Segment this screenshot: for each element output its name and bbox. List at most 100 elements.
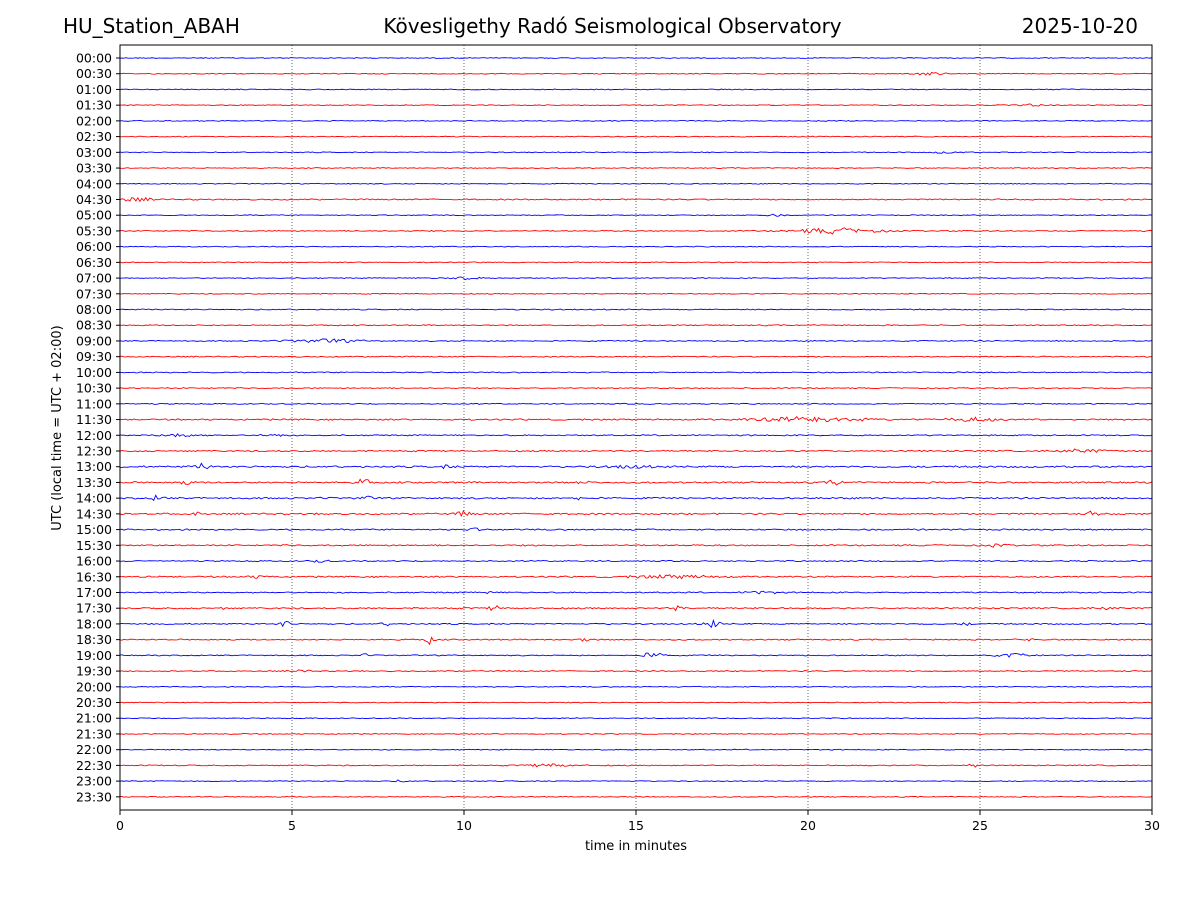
trace-1430 bbox=[119, 510, 1153, 517]
trace-2300 bbox=[119, 779, 1153, 783]
trace-1900 bbox=[119, 652, 1153, 658]
y-tick-label-1630: 16:30 bbox=[76, 569, 112, 584]
trace-1730 bbox=[119, 604, 1153, 612]
y-axis-label: UTC (local time = UTC + 02:00) bbox=[50, 325, 65, 530]
y-tick-label-0300: 03:00 bbox=[76, 145, 112, 160]
y-tick-label-0530: 05:30 bbox=[76, 223, 112, 238]
y-tick-label-0000: 00:00 bbox=[76, 51, 112, 66]
chart-date: 2025-10-20 bbox=[1021, 14, 1138, 38]
x-tick-label-15: 15 bbox=[628, 818, 644, 833]
y-tick-label-1300: 13:00 bbox=[76, 459, 112, 474]
y-tick-label-1930: 19:30 bbox=[76, 664, 112, 679]
y-tick-label-1130: 11:30 bbox=[76, 412, 112, 427]
y-tick-label-0500: 05:00 bbox=[76, 208, 112, 223]
y-tick-label-1700: 17:00 bbox=[76, 585, 112, 600]
x-tick-label-20: 20 bbox=[800, 818, 816, 833]
trace-0130 bbox=[119, 103, 1153, 107]
trace-0200 bbox=[119, 119, 1153, 122]
y-tick-label-1830: 18:30 bbox=[76, 632, 112, 647]
x-tick-label-5: 5 bbox=[288, 818, 296, 833]
y-tick-label-0830: 08:30 bbox=[76, 318, 112, 333]
y-tick-label-0100: 01:00 bbox=[76, 82, 112, 97]
y-tick-label-1030: 10:30 bbox=[76, 381, 112, 396]
y-tick-label-1600: 16:00 bbox=[76, 554, 112, 569]
trace-0230 bbox=[119, 135, 1153, 138]
trace-2000 bbox=[119, 685, 1153, 688]
trace-0900 bbox=[119, 338, 1153, 344]
trace-0700 bbox=[119, 276, 1153, 281]
y-tick-label-2300: 23:00 bbox=[76, 774, 112, 789]
observatory-title: Kövesligethy Radó Seismological Observat… bbox=[383, 14, 842, 38]
y-tick-label-1900: 19:00 bbox=[76, 648, 112, 663]
y-tick-label-0900: 09:00 bbox=[76, 333, 112, 348]
y-axis-ticks: 00:0000:3001:0001:3002:0002:3003:0003:30… bbox=[76, 51, 120, 804]
trace-2200 bbox=[119, 748, 1153, 751]
y-tick-label-0730: 07:30 bbox=[76, 286, 112, 301]
seismic-traces bbox=[119, 57, 1153, 798]
trace-1930 bbox=[119, 669, 1153, 673]
y-tick-label-0230: 02:30 bbox=[76, 129, 112, 144]
y-tick-label-0800: 08:00 bbox=[76, 302, 112, 317]
trace-1030 bbox=[119, 387, 1153, 390]
x-axis-ticks: 0 5 10 15 20 25 30 bbox=[116, 810, 1160, 833]
trace-1330 bbox=[119, 478, 1153, 486]
y-tick-label-0430: 04:30 bbox=[76, 192, 112, 207]
trace-0000 bbox=[119, 57, 1153, 59]
y-tick-label-0400: 04:00 bbox=[76, 176, 112, 191]
trace-0300 bbox=[119, 151, 1153, 154]
y-tick-label-2100: 21:00 bbox=[76, 711, 112, 726]
trace-0400 bbox=[119, 182, 1153, 185]
trace-0830 bbox=[119, 324, 1153, 327]
trace-1630 bbox=[119, 574, 1153, 580]
y-tick-label-1500: 15:00 bbox=[76, 522, 112, 537]
trace-1830 bbox=[119, 636, 1153, 646]
y-tick-label-2230: 22:30 bbox=[76, 758, 112, 773]
x-tick-label-25: 25 bbox=[972, 818, 988, 833]
station-name: HU_Station_ABAH bbox=[63, 14, 240, 38]
trace-2330 bbox=[119, 795, 1153, 798]
trace-0800 bbox=[119, 308, 1153, 311]
trace-1600 bbox=[119, 559, 1153, 563]
trace-2030 bbox=[119, 701, 1153, 704]
y-tick-label-1330: 13:30 bbox=[76, 475, 112, 490]
x-tick-label-10: 10 bbox=[456, 818, 472, 833]
y-tick-label-0200: 02:00 bbox=[76, 113, 112, 128]
x-tick-label-0: 0 bbox=[116, 818, 124, 833]
y-tick-label-2030: 20:30 bbox=[76, 695, 112, 710]
y-tick-label-1430: 14:30 bbox=[76, 506, 112, 521]
y-tick-label-2200: 22:00 bbox=[76, 742, 112, 757]
y-tick-label-1400: 14:00 bbox=[76, 491, 112, 506]
y-tick-label-0030: 00:30 bbox=[76, 66, 112, 81]
trace-1800 bbox=[119, 618, 1153, 629]
trace-0100 bbox=[119, 88, 1153, 91]
trace-1200 bbox=[119, 433, 1153, 438]
y-tick-label-2000: 20:00 bbox=[76, 679, 112, 694]
trace-2230 bbox=[119, 763, 1153, 768]
y-tick-label-1100: 11:00 bbox=[76, 396, 112, 411]
y-tick-label-1800: 18:00 bbox=[76, 616, 112, 631]
trace-1500 bbox=[119, 527, 1153, 532]
y-tick-label-0330: 03:30 bbox=[76, 161, 112, 176]
y-tick-label-0130: 01:30 bbox=[76, 98, 112, 113]
grid-lines bbox=[291, 45, 981, 810]
trace-1530 bbox=[119, 543, 1153, 548]
trace-0630 bbox=[119, 261, 1153, 264]
trace-1400 bbox=[119, 494, 1153, 502]
trace-0730 bbox=[119, 292, 1153, 295]
y-tick-label-1000: 10:00 bbox=[76, 365, 112, 380]
trace-0600 bbox=[119, 245, 1153, 248]
y-tick-label-0630: 06:30 bbox=[76, 255, 112, 270]
y-tick-label-2330: 23:30 bbox=[76, 789, 112, 804]
trace-0530 bbox=[119, 227, 1153, 235]
y-tick-label-1230: 12:30 bbox=[76, 444, 112, 459]
trace-1100 bbox=[119, 402, 1153, 405]
trace-1130 bbox=[119, 415, 1153, 423]
trace-0030 bbox=[119, 71, 1153, 76]
y-tick-label-0930: 09:30 bbox=[76, 349, 112, 364]
x-axis-label: time in minutes bbox=[585, 839, 687, 854]
trace-1300 bbox=[119, 462, 1153, 470]
trace-1700 bbox=[119, 590, 1153, 595]
trace-0430 bbox=[119, 196, 1153, 203]
trace-1230 bbox=[119, 448, 1153, 454]
y-tick-label-2130: 21:30 bbox=[76, 726, 112, 741]
